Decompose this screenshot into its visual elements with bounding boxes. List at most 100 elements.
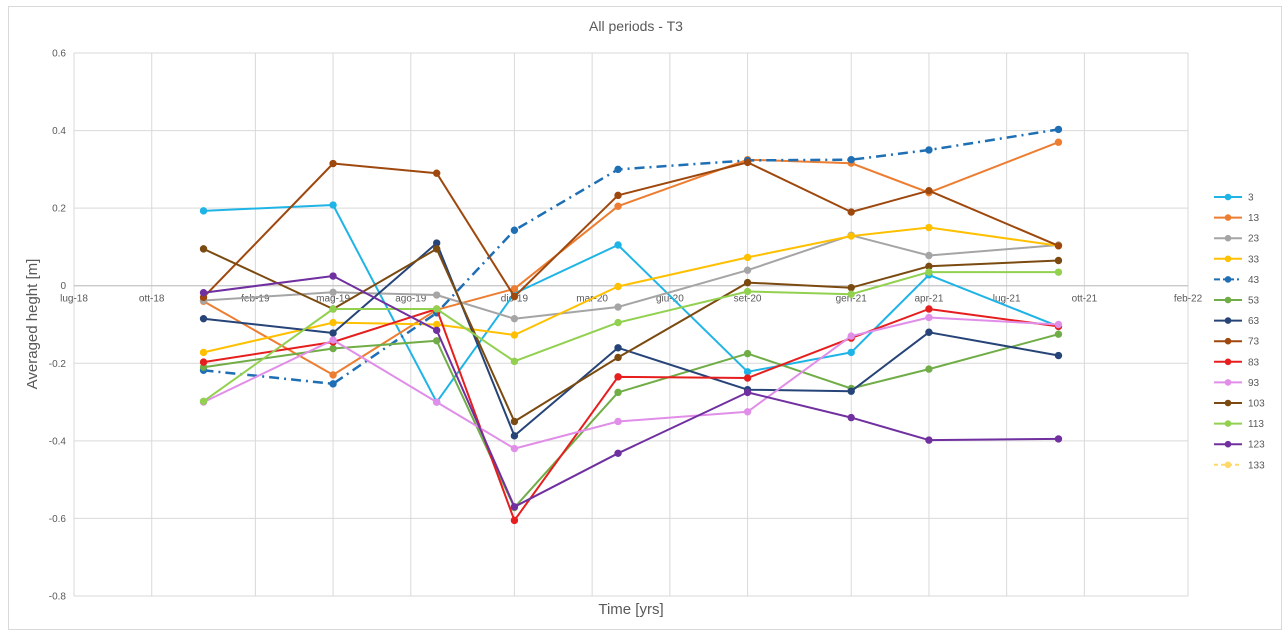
legend-entry-23: 23 [1214,234,1260,245]
legend-label-73: 73 [1248,337,1260,348]
data-point-113 [847,290,855,298]
legend-label-83: 83 [1248,357,1260,368]
legend-label-23: 23 [1248,234,1260,245]
data-point-3 [743,368,752,376]
chart-frame [8,6,1282,630]
data-point-33 [743,253,752,262]
x-tick-label: giu-20 [656,294,684,305]
data-point-103 [614,353,622,362]
legend-entry-103: 103 [1214,399,1265,410]
data-point-33 [510,331,519,339]
legend-marker-113 [1224,420,1232,427]
data-point-103 [432,245,441,253]
data-point-123 [1054,435,1063,443]
data-point-43 [510,226,519,234]
legend-label-53: 53 [1248,296,1260,307]
data-point-123 [432,326,441,335]
data-point-83 [614,373,622,381]
data-point-73 [329,159,337,168]
x-tick-label: ago-19 [395,294,427,305]
data-point-83 [199,358,208,366]
legend-entry-113: 113 [1214,419,1264,430]
data-point-33 [199,348,208,357]
legend-label-63: 63 [1248,316,1260,327]
data-point-73 [432,169,441,177]
series-73 [199,158,1063,302]
data-point-53 [925,365,933,373]
y-tick-label: -0.8 [49,592,67,603]
legend-marker-3 [1224,193,1232,201]
data-point-123 [199,288,208,297]
data-point-23 [510,314,519,323]
data-point-93 [1054,320,1063,329]
legend: 3 13 23 33 43 53 63 73 83 93 103 113 123 133 [1214,193,1265,471]
data-point-83 [743,374,752,382]
series-123 [199,272,1063,511]
data-point-103 [1054,256,1063,265]
legend-label-113: 113 [1248,419,1264,430]
legend-marker-93 [1224,379,1232,386]
data-point-113 [614,318,622,327]
series-43 [199,125,1063,388]
data-point-103 [743,278,752,287]
data-point-13 [614,202,622,210]
data-point-123 [847,413,855,422]
legend-entry-3: 3 [1214,193,1254,204]
legend-entry-83: 83 [1214,357,1260,368]
data-point-13 [329,371,337,379]
data-point-73 [925,186,933,195]
data-point-23 [432,291,441,299]
data-point-103 [199,245,208,253]
data-point-123 [329,272,337,280]
data-point-73 [1054,242,1063,250]
chart-title: All periods - T3 [589,18,683,34]
data-point-43 [847,155,855,164]
legend-entry-43: 43 [1214,275,1260,286]
legend-marker-33 [1224,255,1232,263]
data-point-53 [1054,330,1063,338]
data-point-93 [847,332,855,340]
data-point-93 [743,408,752,416]
data-point-43 [329,380,337,388]
series-113 [199,268,1063,405]
data-point-113 [329,305,337,313]
x-tick-label: apr-21 [914,294,943,305]
data-point-3 [847,348,855,357]
data-point-63 [199,314,208,323]
series-layer [199,125,1063,525]
data-point-113 [743,287,752,296]
data-point-3 [614,241,622,249]
legend-entry-13: 13 [1214,213,1260,224]
y-tick-label: -0.2 [49,359,67,370]
data-point-93 [614,417,622,426]
legend-marker-63 [1224,317,1232,324]
data-point-63 [329,329,337,337]
legend-marker-83 [1224,358,1232,366]
legend-marker-133 [1224,461,1232,469]
data-point-123 [510,503,519,511]
series-33 [199,223,1063,357]
data-point-63 [1054,351,1063,360]
y-tick-label: 0 [60,281,66,292]
legend-label-3: 3 [1248,193,1254,204]
series-63 [199,239,1063,440]
data-point-43 [1054,125,1063,134]
legend-label-103: 103 [1248,399,1265,410]
legend-entry-93: 93 [1214,378,1260,389]
y-tick-label: 0.2 [52,204,66,215]
legend-entry-33: 33 [1214,254,1260,265]
data-point-123 [614,449,622,457]
data-point-53 [329,344,337,353]
data-point-103 [510,417,519,426]
x-tick-label: set-20 [734,294,762,305]
legend-entry-123: 123 [1214,440,1265,451]
data-point-73 [847,208,855,216]
legend-label-13: 13 [1248,213,1260,224]
data-point-53 [614,388,622,397]
data-point-33 [614,282,622,291]
legend-marker-73 [1224,337,1232,345]
data-point-83 [510,516,519,525]
data-point-53 [432,337,441,345]
data-point-3 [329,201,337,209]
